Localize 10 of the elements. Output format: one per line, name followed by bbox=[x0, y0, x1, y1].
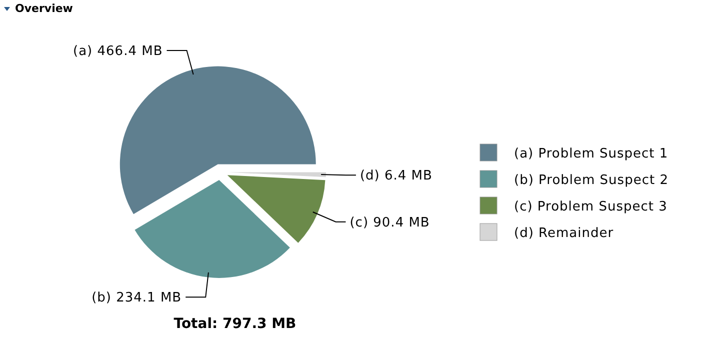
data-label: (b) 234.1 MB bbox=[92, 290, 182, 306]
legend-label: (a) Problem Suspect 1 bbox=[514, 146, 668, 162]
data-label: (d) 6.4 MB bbox=[360, 168, 432, 184]
chart-title: Overview bbox=[15, 2, 73, 15]
data-label: (a) 466.4 MB bbox=[73, 44, 163, 59]
data-label: (c) 90.4 MB bbox=[350, 215, 430, 230]
legend-label: (c) Problem Suspect 3 bbox=[514, 200, 668, 214]
legend-label: (b) Problem Suspect 2 bbox=[514, 173, 668, 188]
text: Total: 797.3 MB bbox=[174, 316, 296, 332]
legend-label: (d) Remainder bbox=[514, 226, 614, 241]
